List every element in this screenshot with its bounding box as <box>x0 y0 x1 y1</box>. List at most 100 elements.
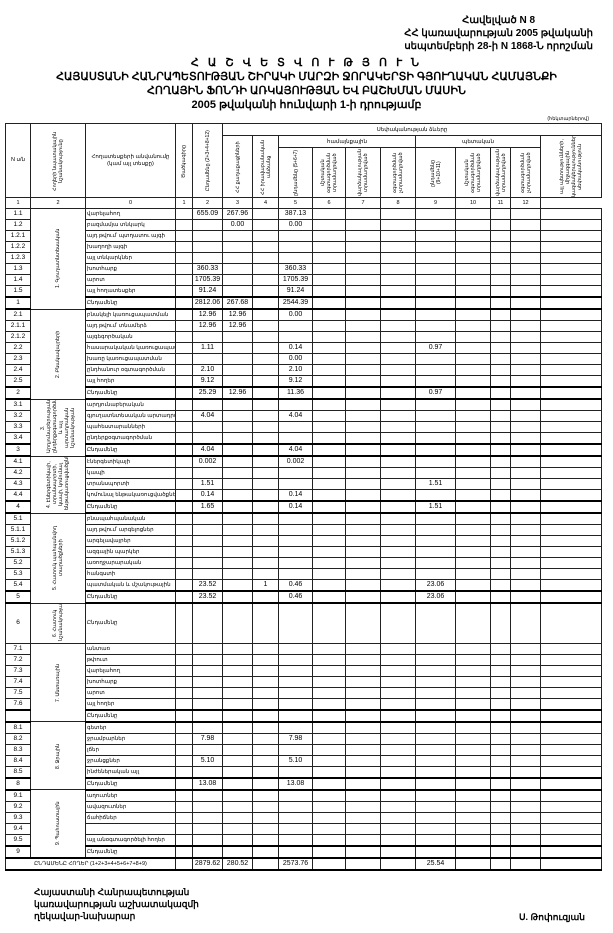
value-cell <box>345 263 381 275</box>
value-cell <box>222 697 253 710</box>
table-row: 4 Ընդամենը 1.65 0.14 1.51 <box>5 500 603 514</box>
col-c7: օգտագործման չտրամադրված <box>380 147 416 198</box>
value-cell: 0.00 <box>278 353 313 365</box>
value-cell: 7.98 <box>278 732 313 745</box>
value-cell <box>455 252 491 264</box>
value-cell <box>222 732 253 745</box>
row-number: 7.5 <box>5 686 31 699</box>
value-cell <box>345 512 381 525</box>
value-cell <box>252 557 279 569</box>
value-cell <box>312 579 346 592</box>
value-cell <box>222 642 253 655</box>
code-cell <box>175 789 193 802</box>
value-cell <box>345 856 381 871</box>
row-name: արոտ <box>85 274 176 286</box>
title-line4: 2005 թվականի հունվարի 1-ի դրությամբ <box>191 99 422 111</box>
code-cell <box>175 557 193 569</box>
value-cell <box>252 241 279 253</box>
value-cell <box>490 432 511 445</box>
value-cell <box>415 675 456 688</box>
value-cell <box>345 642 381 655</box>
value-cell <box>345 732 381 745</box>
value-cell <box>539 353 603 365</box>
value-cell <box>490 410 511 422</box>
code-cell <box>175 697 193 710</box>
value-cell <box>510 478 541 490</box>
value-cell <box>539 263 603 275</box>
value-cell <box>345 375 381 388</box>
value-cell <box>455 844 491 859</box>
value-cell <box>539 642 603 655</box>
value-cell <box>539 732 603 745</box>
value-cell <box>510 789 541 802</box>
value-cell <box>455 642 491 655</box>
value-cell <box>510 500 541 514</box>
value-cell <box>222 443 253 457</box>
value-cell <box>222 822 253 835</box>
value-cell <box>222 557 253 569</box>
value-cell <box>222 743 253 756</box>
value-cell <box>252 489 279 502</box>
value-cell: 12.96 <box>222 320 253 332</box>
value-cell <box>455 512 491 525</box>
table-row: 1.1 1. Գյուղատնտեսական վարելահող 655.09 267.… <box>5 208 603 310</box>
value-cell <box>380 455 416 468</box>
value-cell <box>380 568 416 580</box>
value-cell <box>312 856 346 871</box>
value-cell <box>252 590 279 604</box>
value-cell <box>455 241 491 253</box>
value-cell: 13.08 <box>278 776 313 791</box>
row-name: այդ թվում՝ տնամերձ <box>85 320 176 332</box>
code-cell <box>175 754 193 767</box>
value-cell <box>252 721 279 734</box>
code-cell <box>175 285 193 298</box>
value-cell <box>222 489 253 502</box>
value-cell <box>455 467 491 479</box>
value-cell <box>345 686 381 699</box>
annex-number: Հավելված N 8 <box>462 15 536 26</box>
code-cell <box>175 421 193 433</box>
row-number: 5.3 <box>5 568 31 580</box>
value-cell <box>539 296 603 310</box>
value-cell <box>539 568 603 580</box>
value-cell <box>252 708 279 723</box>
value-cell <box>490 208 511 220</box>
value-cell <box>455 686 491 699</box>
value-cell <box>345 342 381 354</box>
value-cell <box>490 568 511 580</box>
row-name: էներգետիկայի <box>85 455 176 468</box>
value-cell <box>455 230 491 242</box>
code-cell <box>175 765 193 778</box>
row-name: պահեստարանների <box>85 421 176 433</box>
value-cell: 23.06 <box>415 590 456 604</box>
value-cell: 2573.76 <box>278 856 313 871</box>
value-cell <box>252 602 279 644</box>
value-cell <box>222 331 253 343</box>
value-cell <box>345 421 381 433</box>
value-cell <box>252 754 279 767</box>
row-name <box>85 822 176 835</box>
value-cell <box>380 754 416 767</box>
value-cell <box>312 765 346 778</box>
table-row: 7.4 խոտհարք <box>5 675 603 688</box>
value-cell <box>278 721 313 734</box>
value-cell <box>312 331 346 343</box>
table-row: Ընդամենը <box>5 708 603 723</box>
value-cell <box>380 208 416 220</box>
value-cell <box>222 375 253 388</box>
value-cell <box>510 856 541 871</box>
code-cell <box>175 642 193 655</box>
value-cell <box>539 524 603 536</box>
value-cell <box>415 642 456 655</box>
value-cell <box>380 557 416 569</box>
code-cell <box>175 708 193 723</box>
column-number: 5 <box>278 197 313 209</box>
value-cell <box>415 524 456 536</box>
value-cell <box>345 664 381 677</box>
value-cell: 1.51 <box>415 500 456 514</box>
value-cell: 4.04 <box>278 443 313 457</box>
grand-total-label: ԸՆԴԱՄԵՆԸ ՀՈՂԵՐ (1+2+3+4+5+6+7+8+9) <box>5 856 176 871</box>
value-cell <box>312 546 346 558</box>
value-cell <box>455 410 491 422</box>
table-row: 4.2 կապի <box>5 467 603 479</box>
